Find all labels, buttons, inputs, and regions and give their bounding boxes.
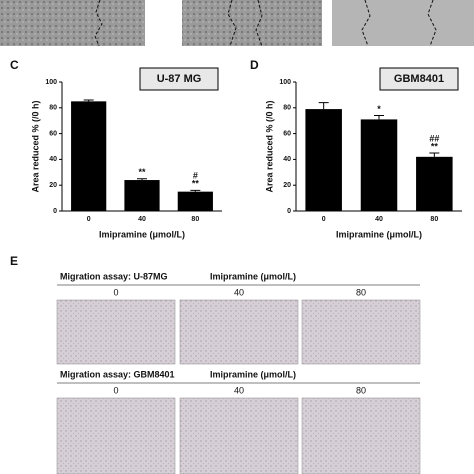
column-label: 0 [113,287,118,297]
label-box [379,67,459,91]
column-label: 80 [356,385,366,395]
x-tick-label: 80 [191,216,199,223]
significance-mark: * [377,104,381,114]
panel-label: C [10,58,19,72]
bar [360,119,398,211]
micrograph [332,0,474,46]
bar [416,156,453,211]
y-tick-label: 20 [283,182,291,189]
x-tick-label: 0 [322,216,326,223]
wound-edge [427,0,437,47]
y-axis-label: Area reduced % (/0 h) [264,100,274,192]
bar [305,109,342,211]
x-axis-label: Imipramine (μmol/L) [99,229,185,239]
column-label: 40 [234,287,244,297]
bar [177,191,213,211]
micrograph [179,397,299,474]
significance-mark: # [193,171,198,181]
y-tick-label: 100 [279,79,291,86]
micrograph [179,299,299,365]
x-tick-label: 80 [430,216,438,223]
error-bar [318,102,329,110]
box-label: U-87 MG [157,73,202,85]
row-title: Migration assay: U-87MG [60,271,168,281]
y-axis-label: Area reduced % (/0 h) [30,100,40,192]
significance-mark: ** [138,167,146,177]
bar [71,101,107,211]
bar [124,180,160,211]
wound-edge [361,0,371,47]
wound-edge [255,0,263,47]
wound-edge [227,0,237,47]
column-label: 80 [356,287,366,297]
error-bar [429,152,440,157]
panel-label: D [250,58,259,72]
y-tick-label: 0 [53,208,57,215]
x-tick-label: 0 [87,216,91,223]
significance-mark: ** [431,141,439,151]
y-tick-label: 40 [283,156,291,163]
y-tick-label: 60 [49,130,57,137]
treatment-label: Imipramine (μmol/L) [210,271,296,281]
box-label: GBM8401 [394,73,444,85]
micrograph [182,0,322,46]
treatment-label: Imipramine (μmol/L) [210,369,296,379]
y-tick-label: 80 [49,105,57,112]
micrograph [301,397,421,474]
significance-mark: ** [192,179,200,189]
error-bar [190,189,201,192]
y-tick-label: 80 [283,105,291,112]
micrograph [301,299,421,365]
error-bar [137,178,147,181]
x-tick-label: 40 [138,216,146,223]
micrograph [56,299,176,365]
column-label: 0 [113,385,118,395]
x-axis-label: Imipramine (μmol/L) [336,229,422,239]
panel-label: E [10,254,18,268]
significance-mark: ## [429,133,439,143]
y-tick-label: 100 [45,79,57,86]
error-bar [374,115,384,120]
y-tick-label: 40 [49,156,57,163]
micrograph [0,0,145,46]
y-tick-label: 20 [49,182,57,189]
y-tick-label: 60 [283,130,291,137]
wound-images [0,0,474,47]
label-box [139,67,219,91]
row-title: Migration assay: GBM8401 [60,369,175,379]
wound-edge [94,0,103,47]
x-tick-label: 40 [375,216,383,223]
micrograph [56,397,176,474]
y-tick-label: 0 [287,208,291,215]
error-bar [83,99,94,102]
column-label: 40 [234,385,244,395]
